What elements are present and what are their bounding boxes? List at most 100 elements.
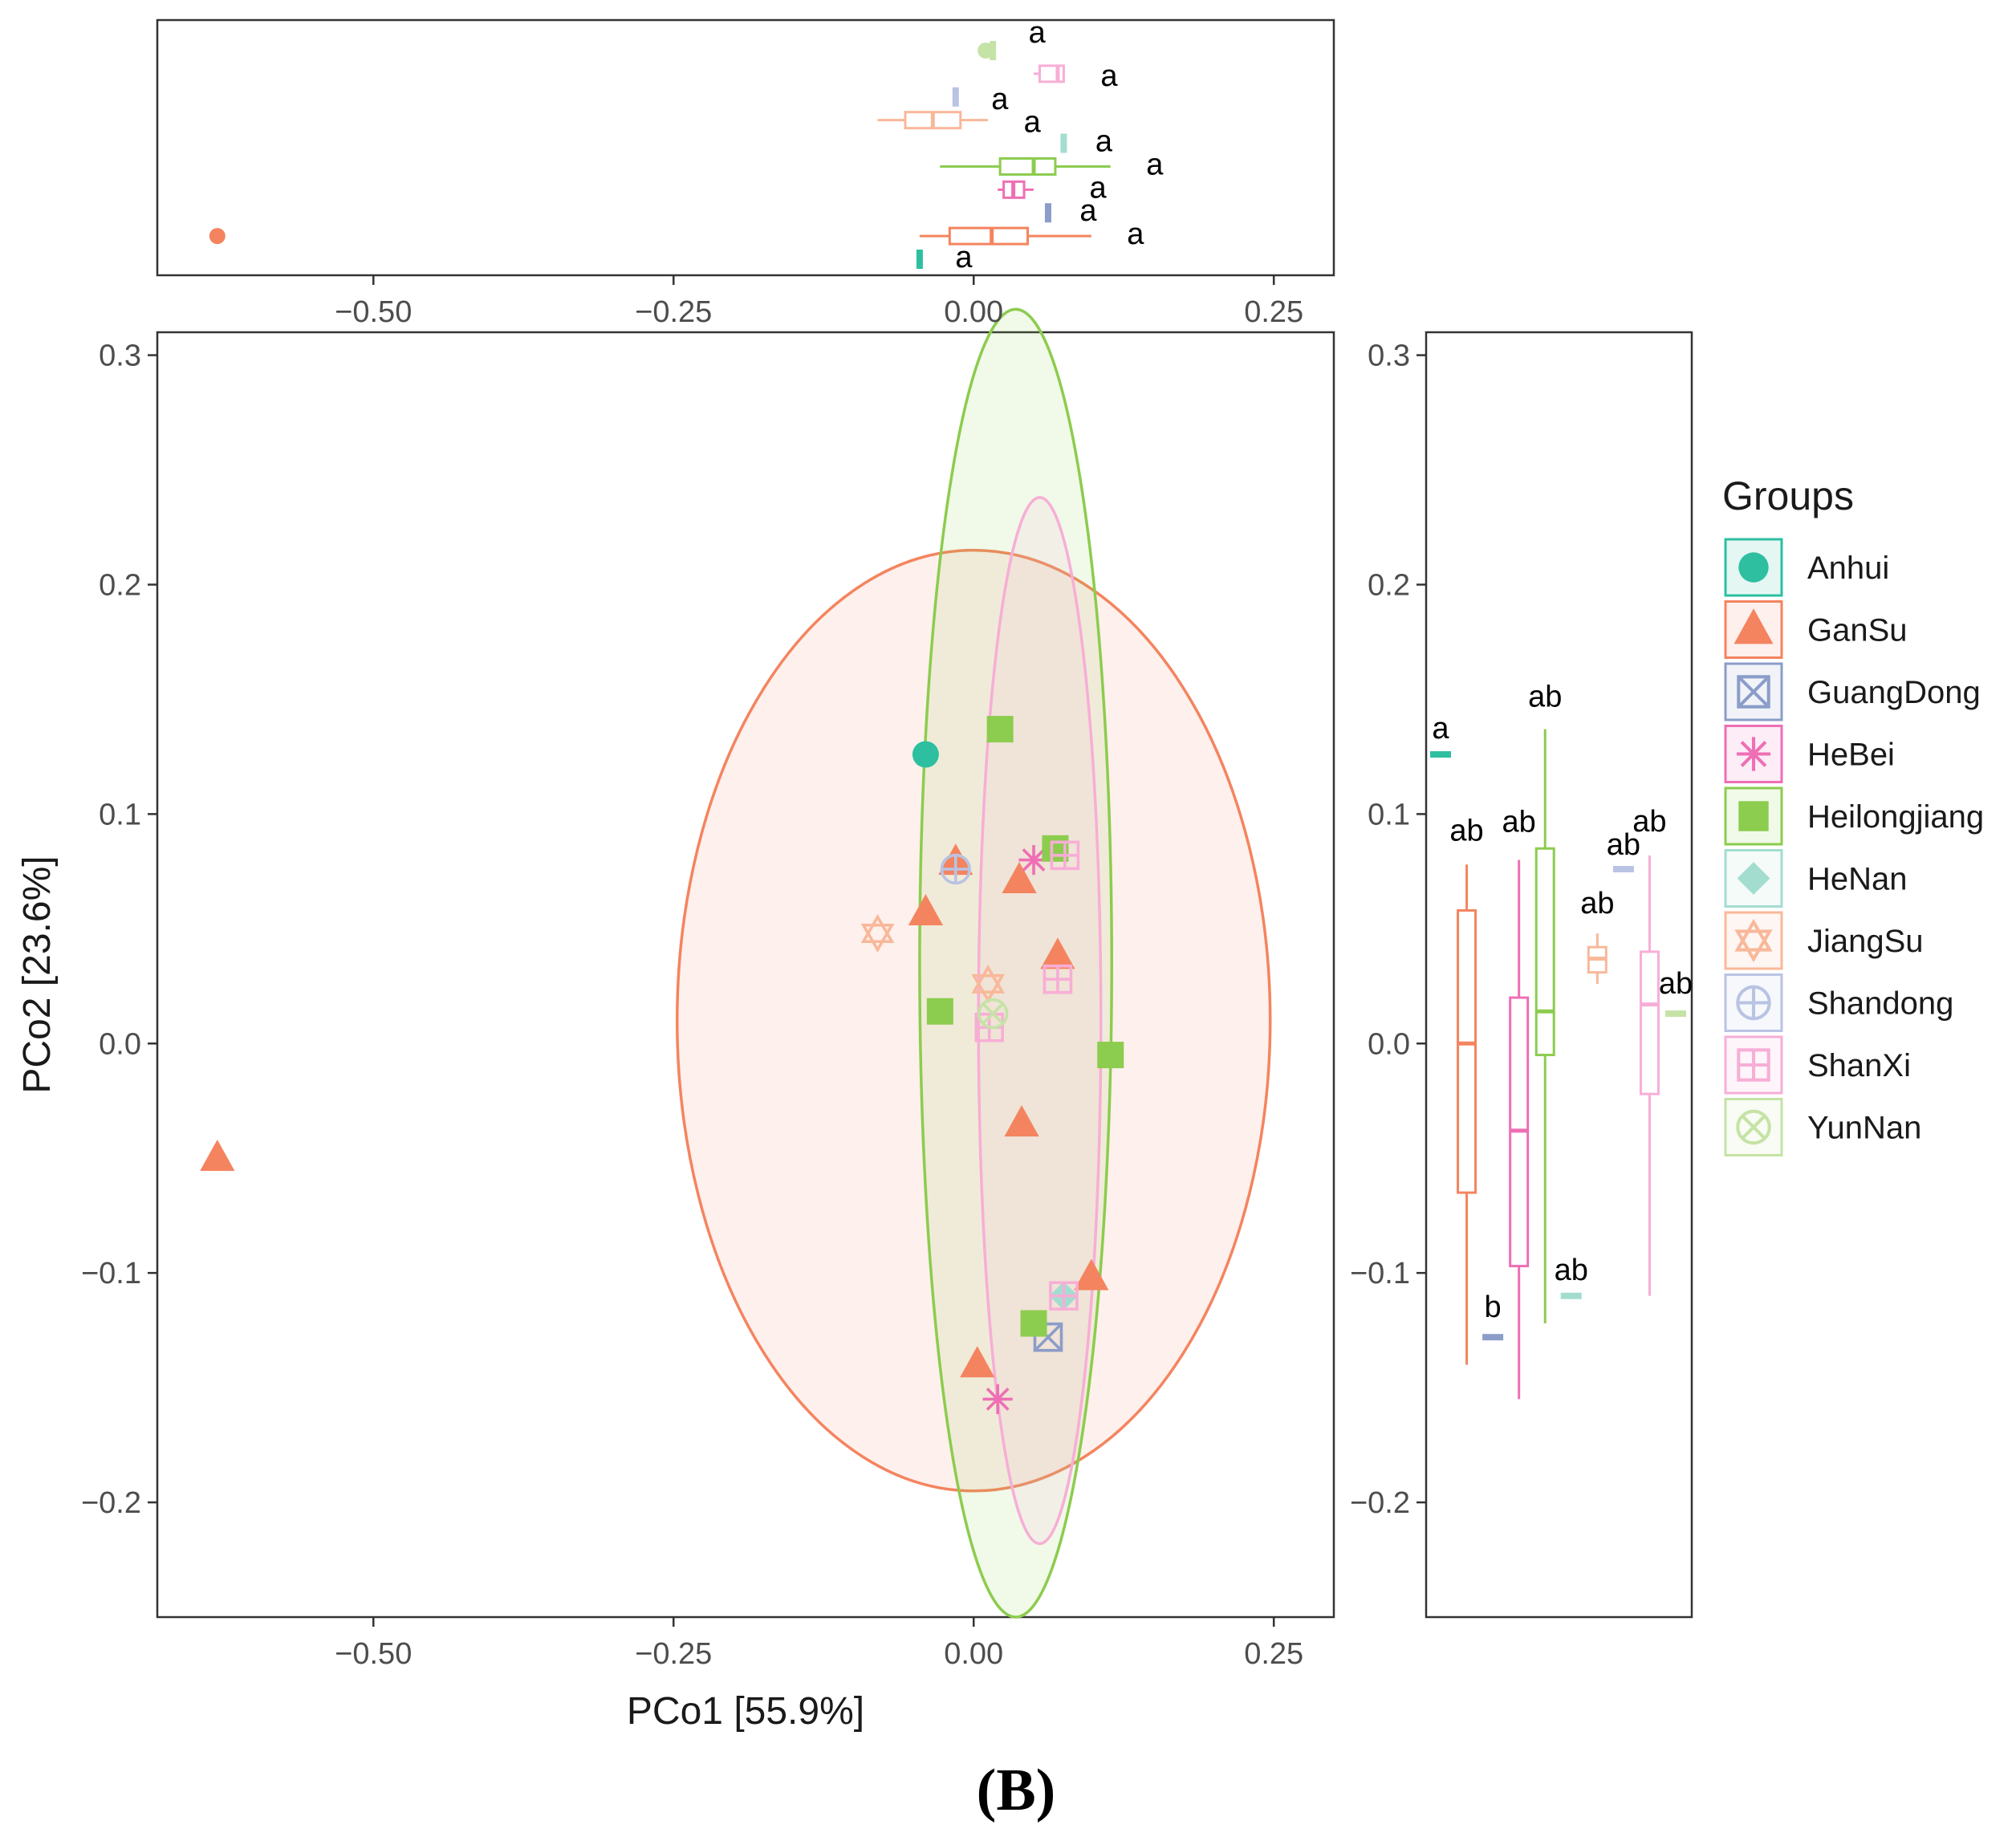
point-jiangsu-1 xyxy=(860,914,895,953)
main-x-tick-label: −0.25 xyxy=(635,1637,712,1671)
top-box-tick-anhui xyxy=(916,250,923,269)
right-box-body-heilongjiang xyxy=(1534,847,1555,1057)
point-shanxi-4 xyxy=(1049,1281,1079,1311)
legend-label-gansu: GanSu xyxy=(1807,613,1908,648)
main-y-tick-label: −0.2 xyxy=(81,1486,141,1520)
top-sig-label-henan: a xyxy=(1095,125,1113,159)
right-box-heilongjiang: ab xyxy=(1528,681,1562,1324)
legend-marker-shanxi xyxy=(1737,1048,1770,1082)
main-y-tick-label: 0.2 xyxy=(99,568,141,602)
point-shandong-1 xyxy=(940,853,971,885)
legend: Groups Anhui GanSu GuangDong HeBei Heilongji… xyxy=(1722,473,1984,1156)
point-gansu-4 xyxy=(908,894,943,926)
point-gansu-6 xyxy=(1004,1105,1039,1137)
right-sig-label-shanxi: ab xyxy=(1632,805,1666,839)
point-anhui-1 xyxy=(912,741,939,768)
legend-label-shanxi: ShanXi xyxy=(1807,1048,1911,1083)
top-box-anhui: a xyxy=(916,241,973,274)
legend-item-shandong: Shandong xyxy=(1724,973,1953,1032)
series-jiangsu xyxy=(860,914,1006,1003)
legend-title: Groups xyxy=(1722,473,1854,518)
series-gansu xyxy=(200,843,1109,1378)
top-sig-label-jiangsu: a xyxy=(1024,106,1042,140)
legend-marker-henan xyxy=(1737,862,1770,895)
top-x-tick-label: −0.50 xyxy=(335,295,412,329)
legend-label-anhui: Anhui xyxy=(1807,551,1889,586)
main-scatter-panel: −0.50 −0.25 0.00 0.25 −0.2 −0.1 0.0 0.1 0.2 0.3 PC… xyxy=(16,307,1335,1733)
series-anhui xyxy=(912,741,939,768)
point-gansu-3 xyxy=(1002,862,1037,894)
top-box-tick-henan xyxy=(1060,133,1067,153)
top-box-tick-shandong xyxy=(952,87,959,107)
legend-label-guangdong: GuangDong xyxy=(1807,675,1981,710)
right-y-tick-label: 0.2 xyxy=(1368,568,1410,602)
point-gansu-1 xyxy=(200,1139,235,1171)
legend-label-hebei: HeBei xyxy=(1807,738,1895,773)
right-box-yunnan: ab xyxy=(1659,967,1693,1018)
series-shandong xyxy=(940,853,971,885)
right-box-tick-anhui xyxy=(1430,751,1451,758)
right-y-tick-label: −0.2 xyxy=(1350,1486,1410,1520)
main-y-tick-label: 0.1 xyxy=(99,798,141,831)
right-box-tick-yunnan xyxy=(1665,1010,1686,1018)
top-sig-label-heilongjiang: a xyxy=(1146,148,1164,181)
legend-marker-yunnan xyxy=(1736,1109,1771,1145)
top-x-tick-label: 0.25 xyxy=(1244,295,1303,329)
right-sig-label-anhui: a xyxy=(1432,712,1449,746)
legend-item-shanxi: ShanXi xyxy=(1724,1035,1911,1095)
legend-item-yunnan: YunNan xyxy=(1724,1098,1921,1156)
legend-marker-guangdong xyxy=(1737,675,1770,709)
ellipse-gansu xyxy=(675,548,1272,1493)
right-sig-label-guangdong: b xyxy=(1485,1290,1502,1324)
top-box-gansu: a xyxy=(209,217,1144,251)
main-y-tick-label: 0.0 xyxy=(99,1027,141,1061)
top-box-henan: a xyxy=(1060,125,1113,159)
right-sig-label-henan: ab xyxy=(1555,1254,1588,1287)
main-y-tick-label: −0.1 xyxy=(81,1257,141,1290)
top-sig-label-shandong: a xyxy=(991,83,1009,116)
right-box-guangdong: b xyxy=(1482,1290,1504,1341)
right-sig-label-hebei: ab xyxy=(1502,806,1536,839)
legend-item-anhui: Anhui xyxy=(1724,538,1889,597)
right-box-jiangsu: ab xyxy=(1580,887,1614,984)
legend-item-hebei: HeBei xyxy=(1724,725,1895,783)
right-box-tick-guangdong xyxy=(1482,1334,1504,1341)
figure-label: (B) xyxy=(977,1758,1056,1823)
main-plot-frame xyxy=(156,331,1335,1619)
series-yunnan xyxy=(977,998,1009,1030)
legend-item-henan: HeNan xyxy=(1724,849,1908,908)
main-x-tick-label: 0.00 xyxy=(944,1637,1003,1671)
top-x-tick-label: 0.00 xyxy=(944,295,1003,329)
legend-marker-jiangsu xyxy=(1734,918,1773,963)
right-box-tick-henan xyxy=(1560,1292,1582,1299)
legend-marker-hebei xyxy=(1736,737,1771,771)
right-box-body-gansu xyxy=(1457,908,1477,1194)
legend-label-heilongjiang: Heilongjiang xyxy=(1807,799,1984,835)
right-box-hebei: ab xyxy=(1502,806,1536,1400)
main-x-tick-label: 0.25 xyxy=(1244,1637,1303,1671)
right-sig-label-yunnan: ab xyxy=(1659,967,1693,1001)
right-box-gansu: ab xyxy=(1449,814,1484,1365)
legend-label-yunnan: YunNan xyxy=(1807,1111,1921,1146)
top-sig-label-hebei: a xyxy=(1089,171,1107,205)
right-sig-label-gansu: ab xyxy=(1449,814,1483,847)
top-outlier-yunnan-1 xyxy=(978,43,994,59)
right-y-tick-label: 0.1 xyxy=(1368,798,1410,831)
legend-item-guangdong: GuangDong xyxy=(1724,662,1981,721)
right-sig-label-jiangsu: ab xyxy=(1580,887,1614,920)
top-box-hebei: a xyxy=(998,171,1107,205)
legend-item-gansu: GanSu xyxy=(1724,600,1908,659)
top-box-body-shanxi xyxy=(1038,64,1065,83)
right-sig-label-shandong: ab xyxy=(1607,828,1640,862)
main-x-tick-label: −0.50 xyxy=(335,1637,412,1671)
top-sig-label-yunnan: a xyxy=(1029,16,1047,50)
top-box-shanxi: a xyxy=(1034,59,1118,93)
top-box-body-gansu xyxy=(948,226,1030,246)
point-gansu-7 xyxy=(1074,1258,1109,1290)
right-y-tick-label: 0.0 xyxy=(1368,1027,1410,1061)
right-box-henan: ab xyxy=(1555,1254,1588,1299)
legend-label-henan: HeNan xyxy=(1807,862,1908,897)
legend-marker-anhui xyxy=(1738,552,1769,583)
main-x-axis-label: PCo1 [55.9%] xyxy=(627,1690,864,1733)
